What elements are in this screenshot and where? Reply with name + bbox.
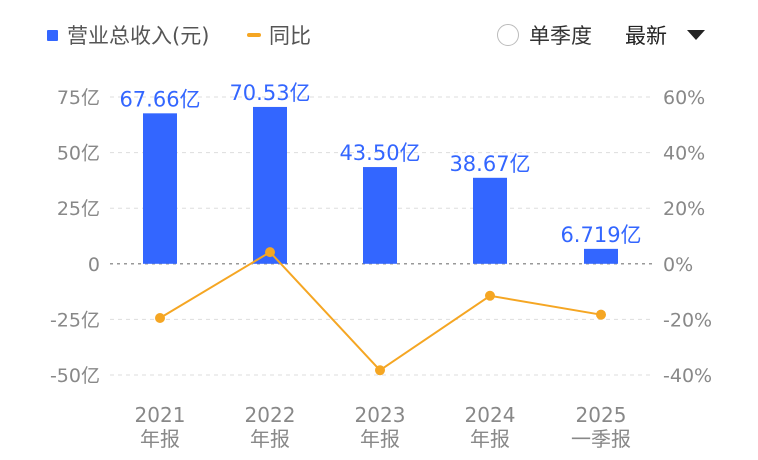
- legend-line-swatch: [247, 33, 261, 37]
- left-axis-tick-label: 75亿: [57, 87, 100, 109]
- radio-icon[interactable]: [497, 24, 519, 46]
- x-axis-year-label: 2021: [135, 403, 186, 427]
- period-dropdown[interactable]: 最新: [625, 20, 705, 50]
- x-axis-period-label: 一季报: [571, 427, 631, 451]
- single-quarter-label: 单季度: [529, 24, 592, 48]
- caret-down-icon[interactable]: [687, 30, 705, 40]
- yoy-point: [155, 313, 165, 324]
- left-axis-tick-label: 50亿: [57, 143, 100, 165]
- legend-revenue[interactable]: 营业总收入(元): [47, 20, 209, 50]
- right-axis-tick-label: 0%: [663, 254, 693, 276]
- x-axis-year-label: 2024: [465, 403, 516, 427]
- left-axis-tick-label: 25亿: [57, 198, 100, 220]
- single-quarter-toggle[interactable]: 单季度: [497, 20, 592, 50]
- yoy-line: [159, 250, 602, 372]
- left-axis-tick-label: -25亿: [50, 309, 100, 331]
- yoy-point: [375, 365, 385, 376]
- yoy-point: [265, 247, 275, 258]
- yoy-point: [596, 309, 606, 320]
- x-axis-period-label: 年报: [250, 427, 290, 451]
- revenue-bar: [143, 113, 177, 264]
- x-axis-period-label: 年报: [140, 427, 180, 451]
- x-axis-year-label: 2025: [576, 403, 627, 427]
- legend-revenue-label: 营业总收入(元): [67, 24, 210, 48]
- yoy-point: [485, 290, 495, 301]
- right-axis-tick-label: 60%: [663, 87, 705, 109]
- right-axis-tick-label: -20%: [663, 309, 712, 331]
- right-axis-tick-label: 20%: [663, 198, 705, 220]
- revenue-bar: [584, 248, 618, 264]
- revenue-bar: [363, 167, 397, 264]
- right-axis-tick-label: 40%: [663, 143, 705, 165]
- chart-toolbar: 营业总收入(元) 同比 单季度 最新: [0, 0, 758, 64]
- bar-value-label: 70.53亿: [229, 81, 310, 105]
- legend-bar-swatch: [47, 29, 58, 41]
- period-dropdown-value: 最新: [625, 24, 667, 48]
- x-axis-year-label: 2022: [245, 403, 296, 427]
- bar-value-label: 67.66亿: [119, 87, 200, 111]
- bar-value-label: 6.719亿: [560, 223, 641, 247]
- x-axis-period-label: 年报: [470, 427, 510, 451]
- left-axis-tick-label: 0: [88, 254, 100, 276]
- revenue-bar: [253, 106, 287, 264]
- legend-yoy-label: 同比: [269, 24, 311, 48]
- legend-yoy[interactable]: 同比: [247, 20, 311, 50]
- x-axis-year-label: 2023: [355, 403, 406, 427]
- x-axis-period-label: 年报: [360, 427, 400, 451]
- revenue-bar: [473, 177, 507, 264]
- left-axis-tick-label: -50亿: [50, 365, 100, 387]
- bar-value-label: 43.50亿: [339, 141, 420, 165]
- right-axis-tick-label: -40%: [663, 365, 712, 387]
- bar-value-label: 38.67亿: [449, 152, 530, 176]
